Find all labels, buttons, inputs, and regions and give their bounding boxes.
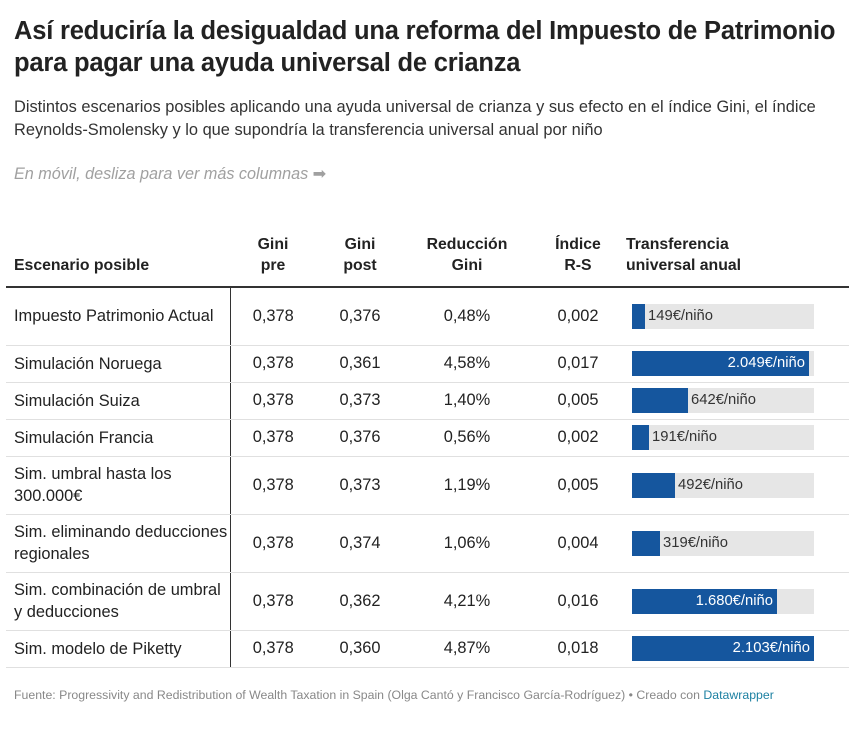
table-row: Sim. combinación de umbral y deducciones… [6, 572, 849, 631]
reduccion-cell: 1,06% [404, 514, 530, 573]
gini-pre-cell: 0,378 [230, 382, 316, 420]
header-indice-rs[interactable]: Índice R-S [530, 218, 626, 288]
transfer-cell: 2.049€/niño [626, 345, 849, 383]
gini-pre-cell: 0,378 [230, 630, 316, 668]
source-text: Fuente: Progressivity and Redistribution… [14, 688, 700, 702]
transfer-bar-track: 492€/niño [632, 472, 814, 498]
gini-post-cell: 0,360 [316, 630, 404, 668]
scenario-cell: Sim. umbral hasta los 300.000€ [6, 456, 231, 515]
scenario-cell: Simulación Suiza [6, 382, 231, 420]
scenario-cell: Simulación Francia [6, 419, 231, 457]
transfer-label: 319€/niño [663, 534, 729, 551]
transfer-label: 2.103€/niño [732, 640, 810, 656]
source-footer: Fuente: Progressivity and Redistribution… [14, 686, 844, 704]
transfer-bar-track: 2.103€/niño [632, 636, 814, 661]
transfer-bar [632, 636, 814, 661]
gini-post-cell: 0,373 [316, 456, 404, 515]
transfer-cell: 492€/niño [626, 456, 849, 515]
gini-post-cell: 0,361 [316, 345, 404, 383]
transfer-bar [632, 425, 649, 450]
transfer-label: 2.049€/niño [727, 355, 805, 371]
indice-rs-cell: 0,017 [530, 345, 626, 383]
transfer-bar [632, 472, 675, 498]
transfer-bar-track: 2.049€/niño [632, 351, 814, 376]
table-row: Simulación Suiza 0,378 0,373 1,40% 0,005 642€… [6, 382, 849, 420]
transfer-cell: 642€/niño [626, 382, 849, 420]
reduccion-cell: 0,48% [404, 287, 530, 346]
transfer-bar [632, 351, 809, 376]
table-row: Sim. modelo de Piketty 0,378 0,360 4,87% 0,0… [6, 630, 849, 668]
gini-pre-cell: 0,378 [230, 456, 316, 515]
table-row: Sim. eliminando deducciones regionales 0,… [6, 514, 849, 573]
transfer-label: 1.680€/niño [695, 592, 773, 609]
scroll-hint: En móvil, desliza para ver más columnas … [14, 165, 327, 183]
transfer-bar-track: 191€/niño [632, 425, 814, 450]
gini-pre-cell: 0,378 [230, 345, 316, 383]
transfer-bar [632, 588, 777, 614]
reduccion-cell: 4,21% [404, 572, 530, 631]
gini-pre-cell: 0,378 [230, 419, 316, 457]
table-row: Simulación Francia 0,378 0,376 0,56% 0,002 19… [6, 419, 849, 457]
header-scenario[interactable]: Escenario posible [6, 218, 230, 288]
indice-rs-cell: 0,005 [530, 456, 626, 515]
transfer-label: 492€/niño [678, 476, 744, 493]
reduccion-cell: 0,56% [404, 419, 530, 457]
header-gini-pre[interactable]: Gini pre [230, 218, 316, 288]
header-gini-post[interactable]: Gini post [316, 218, 404, 288]
transfer-label: 191€/niño [652, 429, 718, 445]
table-row: Sim. umbral hasta los 300.000€ 0,378 0,373… [6, 456, 849, 515]
transfer-bar-track: 642€/niño [632, 388, 814, 413]
gini-post-cell: 0,362 [316, 572, 404, 631]
gini-post-cell: 0,373 [316, 382, 404, 420]
transfer-bar [632, 388, 688, 413]
table-row: Simulación Noruega 0,378 0,361 4,58% 0,017 2.… [6, 345, 849, 383]
chart-subtitle: Distintos escenarios posibles aplicando … [14, 98, 816, 139]
datawrapper-link[interactable]: Datawrapper [703, 688, 774, 702]
transfer-bar-track: 149€/niño [632, 303, 814, 329]
header-reduccion-gini[interactable]: Reducción Gini [404, 218, 530, 288]
scenario-cell: Simulación Noruega [6, 345, 231, 383]
reduccion-cell: 1,19% [404, 456, 530, 515]
transfer-cell: 191€/niño [626, 419, 849, 457]
transfer-bar [632, 303, 645, 329]
transfer-cell: 1.680€/niño [626, 572, 849, 631]
gini-post-cell: 0,374 [316, 514, 404, 573]
indice-rs-cell: 0,002 [530, 287, 626, 346]
transfer-bar-track: 1.680€/niño [632, 588, 814, 614]
transfer-cell: 2.103€/niño [626, 630, 849, 668]
transfer-bar-track: 319€/niño [632, 530, 814, 556]
indice-rs-cell: 0,005 [530, 382, 626, 420]
transfer-cell: 319€/niño [626, 514, 849, 573]
scenario-table: Escenario posible Gini pre Gini post Reduc… [6, 218, 849, 668]
indice-rs-cell: 0,018 [530, 630, 626, 668]
scenario-cell: Sim. combinación de umbral y deducciones [6, 572, 231, 631]
scenario-cell: Sim. modelo de Piketty [6, 630, 231, 668]
reduccion-cell: 1,40% [404, 382, 530, 420]
reduccion-cell: 4,87% [404, 630, 530, 668]
scenario-cell: Impuesto Patrimonio Actual [6, 287, 231, 346]
gini-pre-cell: 0,378 [230, 287, 316, 346]
table-header-row: Escenario posible Gini pre Gini post Reduc… [6, 218, 849, 288]
transfer-label: 642€/niño [691, 392, 757, 408]
chart-title: Así reduciría la desigualdad una reforma… [14, 17, 836, 77]
indice-rs-cell: 0,016 [530, 572, 626, 631]
scenario-cell: Sim. eliminando deducciones regionales [6, 514, 231, 573]
gini-post-cell: 0,376 [316, 419, 404, 457]
header-transferencia[interactable]: Transferencia universal anual [626, 218, 849, 288]
gini-pre-cell: 0,378 [230, 572, 316, 631]
table-row: Impuesto Patrimonio Actual 0,378 0,376 0,48… [6, 287, 849, 346]
indice-rs-cell: 0,002 [530, 419, 626, 457]
transfer-label: 149€/niño [648, 307, 714, 324]
gini-pre-cell: 0,378 [230, 514, 316, 573]
transfer-cell: 149€/niño [626, 287, 849, 346]
indice-rs-cell: 0,004 [530, 514, 626, 573]
gini-post-cell: 0,376 [316, 287, 404, 346]
transfer-bar [632, 530, 660, 556]
reduccion-cell: 4,58% [404, 345, 530, 383]
